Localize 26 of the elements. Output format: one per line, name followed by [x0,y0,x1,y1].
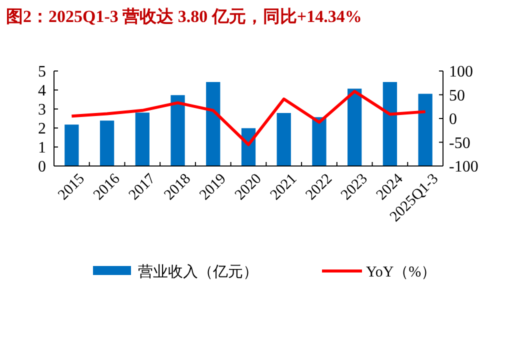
bar [100,120,114,166]
bar [206,82,220,166]
y-tick-label: 1 [38,140,46,157]
y2-tick-label: 100 [449,64,473,81]
bar [64,124,79,166]
y-tick-label: 3 [38,102,46,119]
y2-tick-label: 50 [449,87,465,104]
x-tick-label: 2021 [268,170,300,204]
y-tick-label: 0 [38,158,46,176]
bar [418,94,432,166]
bar [348,88,362,166]
bar [312,117,326,166]
y-tick-label: 4 [38,82,46,100]
bar [170,95,185,166]
y-tick-label: 2 [38,120,46,138]
line-series [70,90,427,146]
legend-label: YoY（%） [366,264,436,280]
bar [135,112,150,166]
bar [276,112,291,166]
y2-tick-label: -100 [449,158,478,176]
y2-tick-label: 0 [449,111,457,128]
y2-tick-label: -50 [449,134,470,152]
legend-label: 营业收入（亿元） [138,263,258,280]
chart-title: 图2：2025Q1-3 营收达 3.80 亿元，同比+14.34% [6,7,362,26]
y-tick-label: 5 [38,64,46,81]
bar [382,82,398,166]
